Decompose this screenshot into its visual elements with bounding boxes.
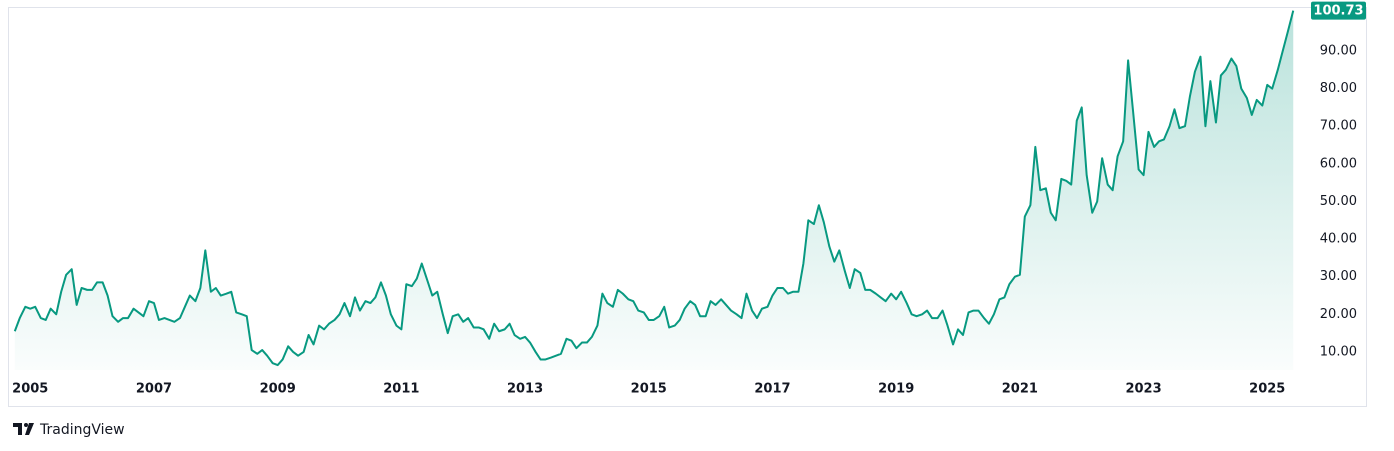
x-tick-label: 2025 (1249, 382, 1285, 397)
price-line (13, 10, 1295, 367)
y-tick-label: 40.00 (1320, 232, 1357, 247)
area (14, 10, 1294, 371)
y-tick-label: 50.00 (1320, 194, 1357, 209)
y-tick-label: 60.00 (1320, 156, 1357, 171)
y-tick-label: 30.00 (1320, 269, 1357, 284)
last-price-box (1311, 1, 1366, 20)
x-tick-label: 2005 (12, 382, 48, 397)
last-price-label: 100.73 (1313, 4, 1363, 19)
y-tick-label: 20.00 (1320, 307, 1357, 322)
y-tick-label: 80.00 (1320, 81, 1357, 96)
x-tick-label: 2017 (754, 382, 790, 397)
x-tick-label: 2023 (1125, 382, 1161, 397)
x-tick-label: 2011 (383, 382, 419, 397)
x-tick-label: 2007 (136, 382, 172, 397)
chart-frame (8, 7, 1367, 407)
y-tick-label: 70.00 (1320, 119, 1357, 134)
x-tick-label: 2013 (507, 382, 543, 397)
x-tick-label: 2019 (878, 382, 914, 397)
x-tick-label: 2015 (631, 382, 667, 397)
brand-logo (13, 423, 34, 435)
y-tick-label: 90.00 (1320, 44, 1357, 59)
brand-name: TradingView (39, 422, 125, 438)
x-tick-label: 2009 (260, 382, 296, 397)
y-tick-label: 10.00 (1320, 344, 1357, 359)
x-tick-label: 2021 (1002, 382, 1038, 397)
